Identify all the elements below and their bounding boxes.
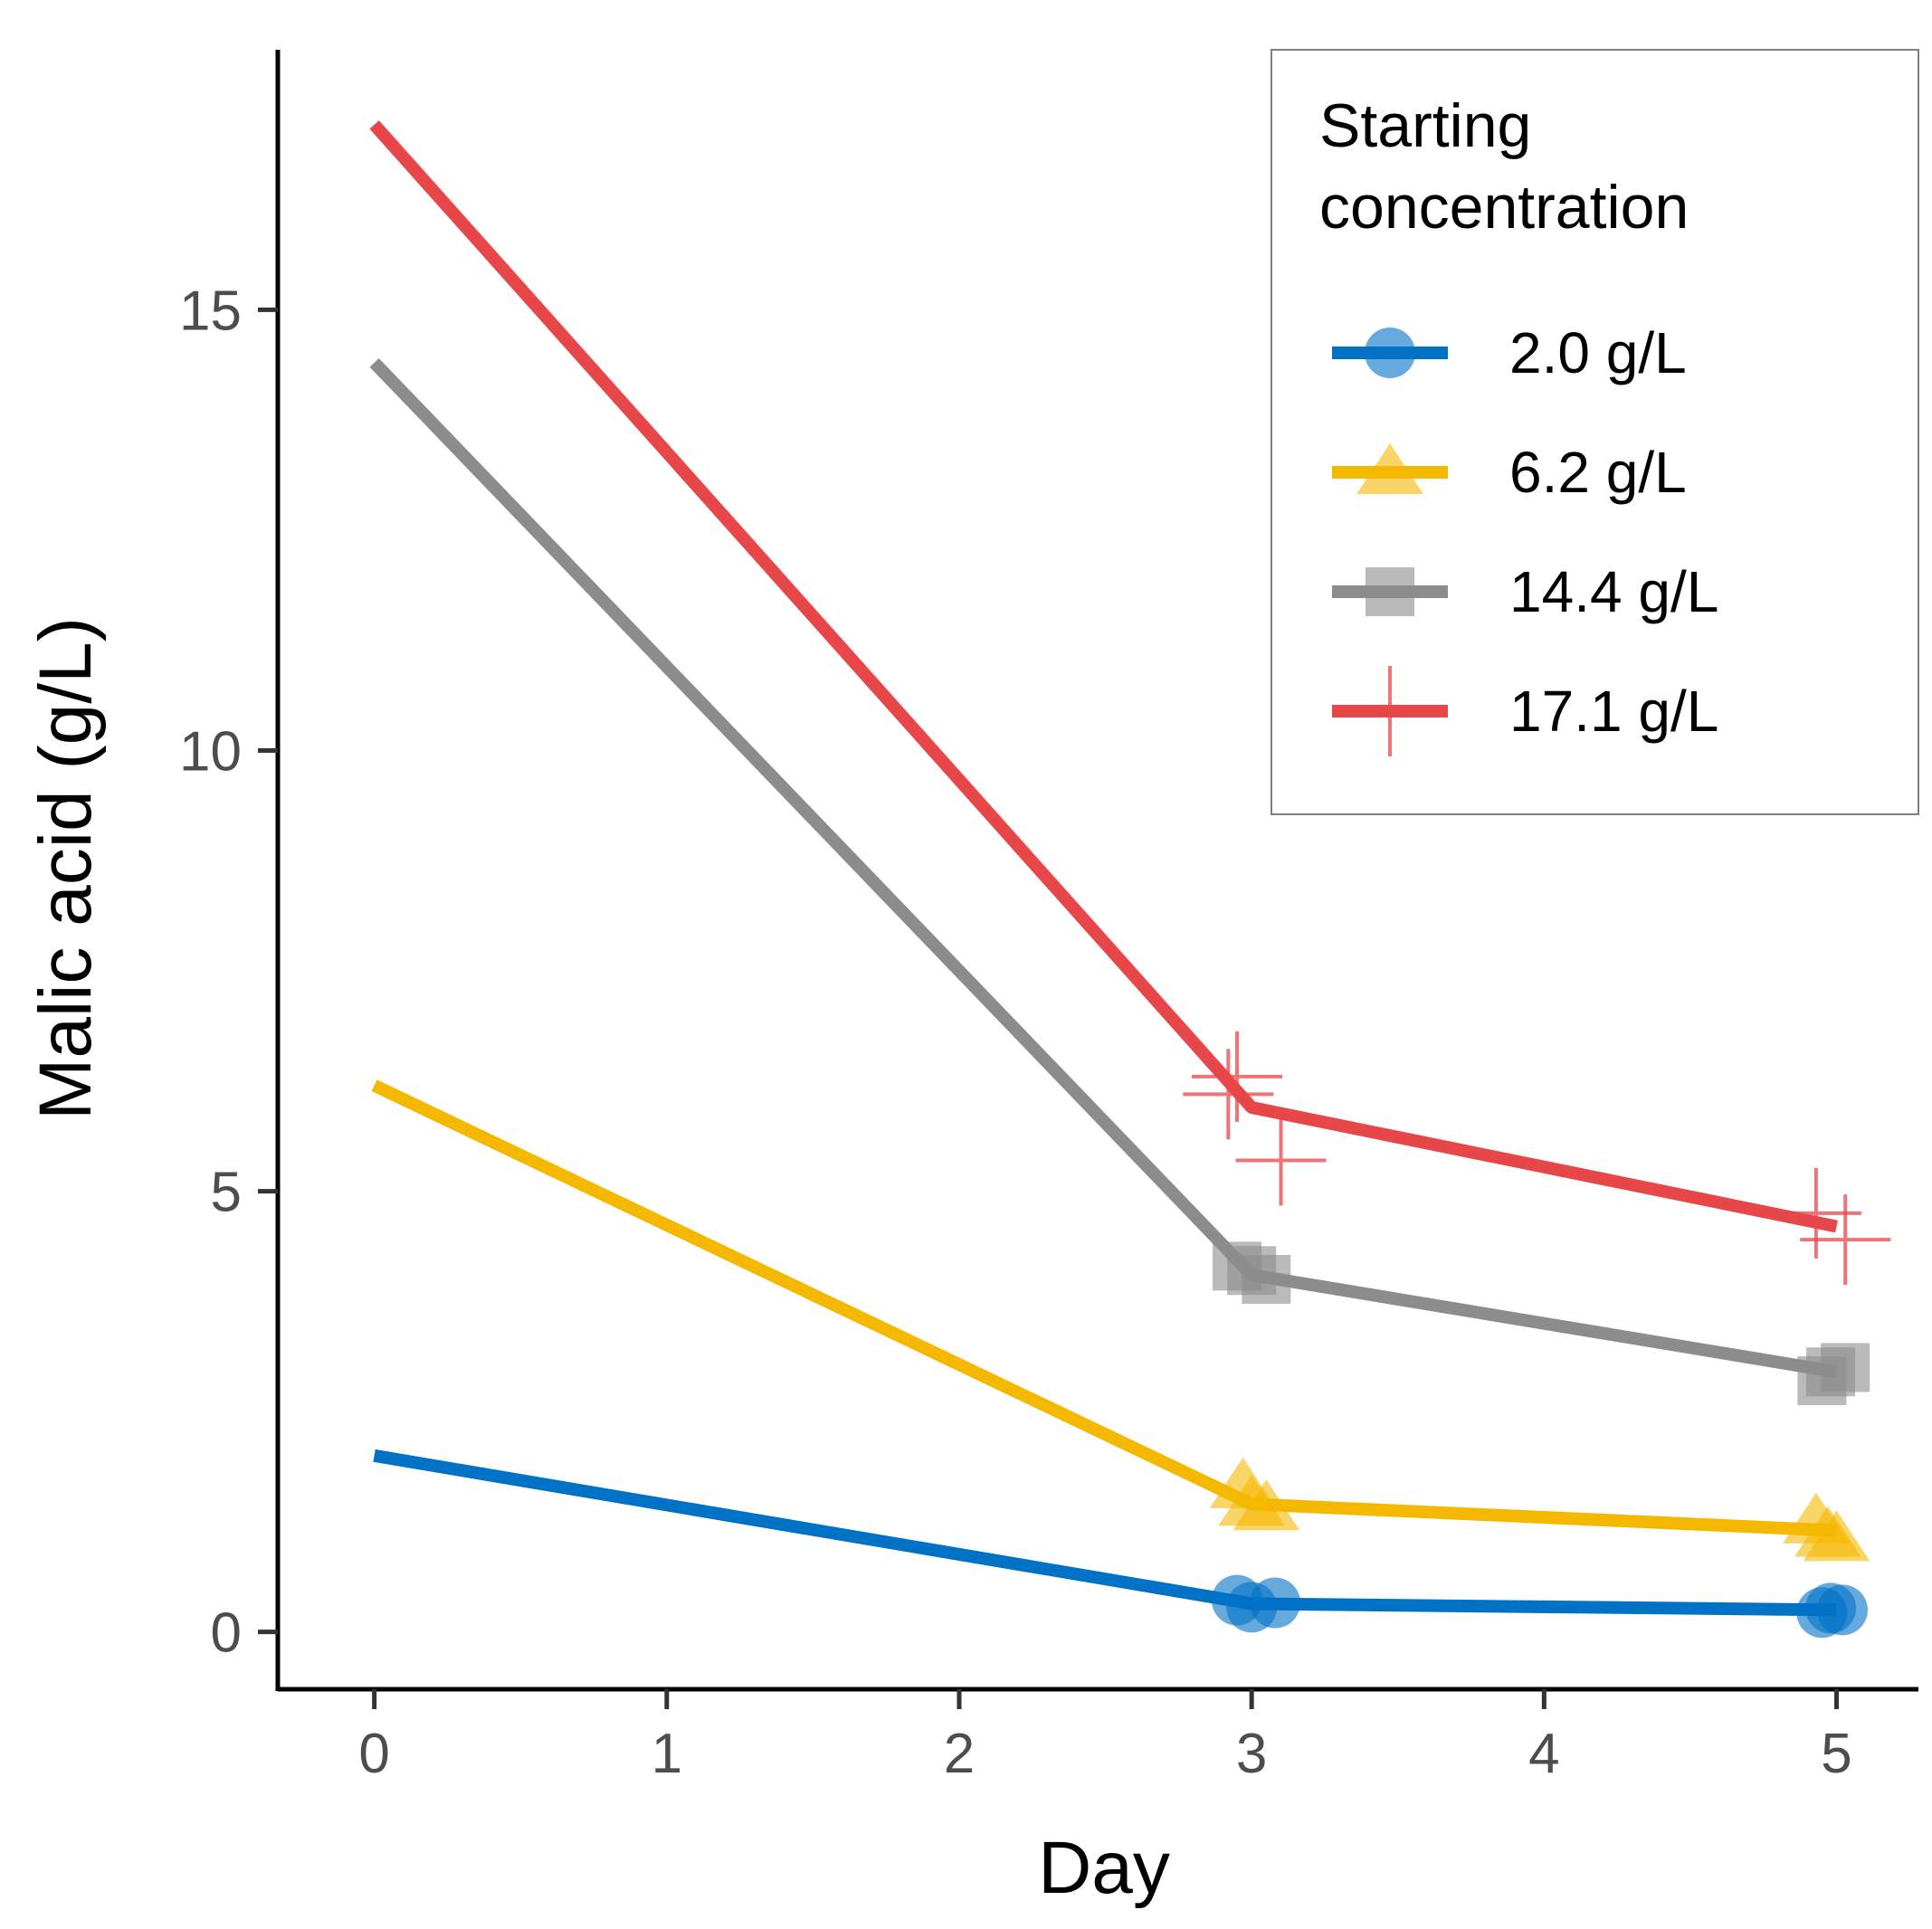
legend-title-line-2: concentration [1319, 173, 1689, 242]
legend-box [1271, 49, 1919, 815]
y-tick-label: 5 [211, 1162, 242, 1224]
series-line [373, 1449, 1837, 1617]
data-point [1192, 1031, 1283, 1122]
data-point [1803, 1510, 1870, 1562]
legend-title-line-1: Starting [1319, 91, 1531, 160]
data-point [1235, 1115, 1327, 1206]
legend-label: 6.2 g/L [1509, 440, 1687, 505]
y-tick-label: 0 [211, 1602, 242, 1665]
legend-entries: 2.0 g/L 6.2 g/L 14.4 g/L 17.1 g/L [1332, 320, 1718, 756]
data-point [1242, 1255, 1291, 1304]
data-point [1821, 1343, 1870, 1392]
x-ticks: 0 1 2 3 4 5 [358, 1689, 1852, 1785]
legend-entry-1: 2.0 g/L [1332, 320, 1687, 385]
x-axis-title: Day [1038, 1827, 1170, 1909]
data-point [1183, 1049, 1274, 1140]
legend-key-marker [1366, 567, 1414, 616]
x-tick-label: 4 [1528, 1723, 1559, 1785]
legend-key-marker [1365, 328, 1415, 378]
x-axis: 0 1 2 3 4 5 [278, 1687, 1918, 1785]
y-ticks: 0 5 10 15 [179, 280, 278, 1665]
plot-marks [369, 120, 1891, 1639]
x-tick-label: 5 [1821, 1723, 1851, 1785]
legend-entry-4: 17.1 g/L [1332, 666, 1718, 756]
x-tick-label: 0 [358, 1723, 389, 1785]
y-axis: 0 5 10 15 [179, 50, 281, 1691]
legend-label: 17.1 g/L [1509, 679, 1718, 744]
x-tick-label: 2 [944, 1723, 975, 1785]
series-2 [371, 1079, 1870, 1562]
legend-key-marker [1345, 666, 1435, 756]
legend-label: 14.4 g/L [1509, 559, 1718, 624]
legend-entry-3: 14.4 g/L [1332, 559, 1718, 624]
legend-key-marker [1356, 443, 1423, 494]
series-line [369, 120, 1838, 1233]
data-point [1770, 1167, 1861, 1259]
data-point [1800, 1194, 1891, 1286]
series-1 [373, 1449, 1868, 1639]
data-point [1232, 1479, 1300, 1531]
legend-entry-2: 6.2 g/L [1332, 440, 1687, 505]
data-point [1816, 1584, 1868, 1636]
x-tick-label: 3 [1236, 1723, 1267, 1785]
series-4 [369, 120, 1891, 1286]
series-3 [369, 357, 1870, 1406]
legend-label: 2.0 g/L [1509, 320, 1687, 385]
data-point [1250, 1577, 1301, 1629]
y-tick-label: 15 [179, 280, 242, 342]
x-tick-label: 1 [652, 1723, 682, 1785]
y-tick-label: 10 [179, 720, 242, 783]
legend: Starting concentration 2.0 g/L 6.2 g/L 14.… [1271, 49, 1919, 815]
y-axis-title: Malic acid (g/L) [24, 617, 107, 1120]
series-line [371, 1079, 1837, 1537]
